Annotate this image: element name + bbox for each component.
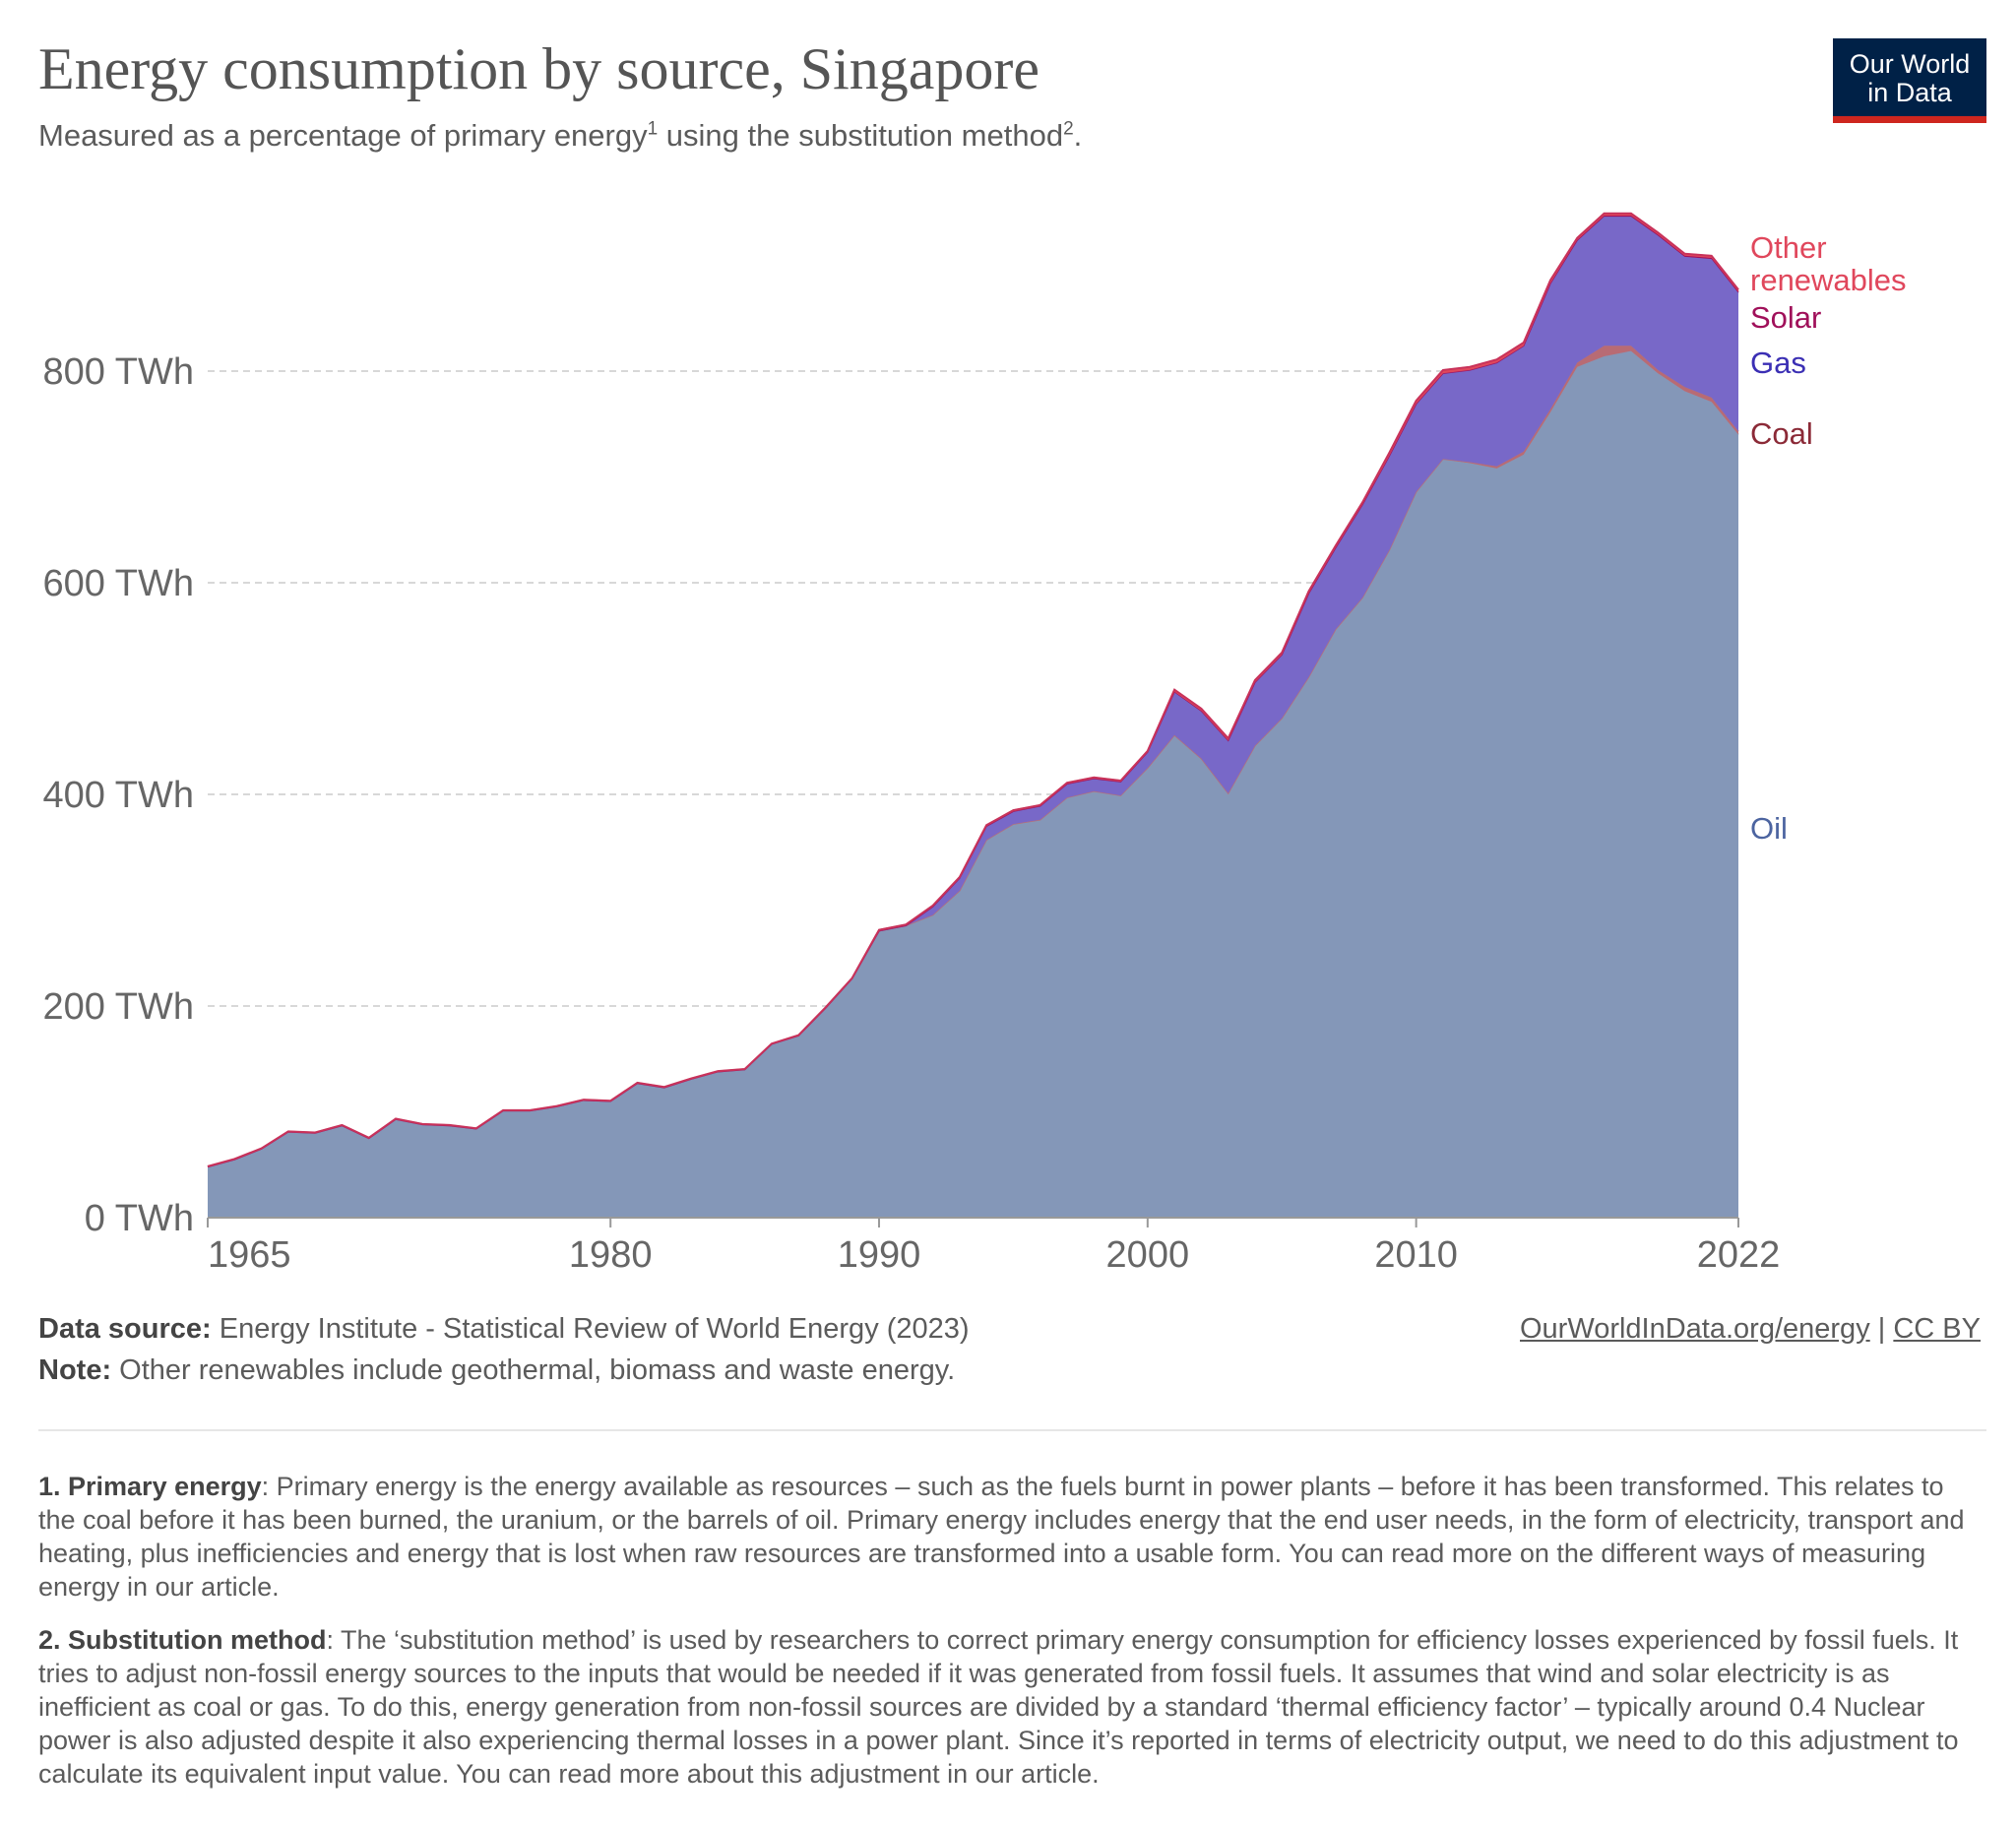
source-label: Data source:: [38, 1313, 212, 1345]
source-text: Energy Institute - Statistical Review of…: [211, 1313, 970, 1345]
note-text: Other renewables include geothermal, bio…: [111, 1354, 956, 1386]
footnote-2-text: : The ‘substitution method’ is used by r…: [38, 1625, 1959, 1789]
x-tick-label: 2000: [1106, 1234, 1190, 1276]
chart-title: Energy consumption by source, Singapore: [38, 36, 1040, 101]
y-tick-label: 0 TWh: [85, 1198, 194, 1239]
footnote-1-label: 1. Primary energy: [38, 1472, 262, 1501]
x-tick-label: 1965: [208, 1234, 291, 1276]
y-tick-label: 200 TWh: [43, 986, 194, 1028]
y-tick-label: 600 TWh: [43, 563, 194, 604]
legend-label-gas[interactable]: Gas: [1750, 346, 1806, 380]
y-tick-label: 400 TWh: [43, 775, 194, 816]
footnote-1-text: : Primary energy is the energy available…: [38, 1472, 1965, 1602]
legend-label-oil[interactable]: Oil: [1750, 811, 1788, 846]
subtitle-text: .: [1073, 118, 1083, 153]
logo-text: Our World: [1849, 49, 1971, 79]
divider: [38, 1429, 1986, 1431]
data-source: Data source: Energy Institute - Statisti…: [38, 1313, 970, 1346]
owid-logo[interactable]: Our World in Data: [1833, 38, 1986, 123]
footnotes: 1. Primary energy: Primary energy is the…: [38, 1470, 1968, 1810]
legend-label-coal[interactable]: Coal: [1750, 416, 1813, 451]
x-tick-label: 2010: [1374, 1234, 1458, 1276]
legend-label-solar[interactable]: Solar: [1750, 300, 1821, 335]
stacked-area-chart: 0 TWh 200 TWh 400 TWh 600 TWh 800 TWh 1965 198…: [43, 212, 1907, 1276]
legend-label-other-renewables[interactable]: Other: [1750, 230, 1827, 265]
footnote-1: 1. Primary energy: Primary energy is the…: [38, 1470, 1968, 1604]
total-outline: [207, 212, 1739, 1167]
separator: |: [1869, 1313, 1894, 1345]
y-tick-label: 800 TWh: [43, 351, 194, 393]
footnote-2-label: 2. Substitution method: [38, 1625, 327, 1655]
license-links: OurWorldInData.org/energy | CC BY: [1520, 1313, 1981, 1346]
area-oil: [208, 350, 1738, 1219]
chart-subtitle: Measured as a percentage of primary ener…: [38, 118, 1082, 154]
owid-energy-link[interactable]: OurWorldInData.org/energy: [1520, 1313, 1870, 1345]
chart-note: Note: Other renewables include geotherma…: [38, 1354, 955, 1387]
x-tick-label: 2022: [1697, 1234, 1781, 1276]
footnote-ref-1[interactable]: 1: [647, 118, 659, 140]
subtitle-text: Measured as a percentage of primary ener…: [38, 118, 648, 153]
cc-by-link[interactable]: CC BY: [1893, 1313, 1981, 1345]
x-tick-label: 1990: [838, 1234, 921, 1276]
area-gas: [208, 217, 1738, 1167]
footnote-ref-2[interactable]: 2: [1063, 118, 1074, 140]
legend-label-other-renewables-2[interactable]: renewables: [1750, 263, 1907, 297]
footnote-2: 2. Substitution method: The ‘substitutio…: [38, 1623, 1968, 1791]
x-tick-label: 1980: [569, 1234, 653, 1276]
note-label: Note:: [38, 1354, 112, 1386]
subtitle-text: using the substitution method: [658, 118, 1064, 153]
logo-text: in Data: [1867, 78, 1952, 107]
